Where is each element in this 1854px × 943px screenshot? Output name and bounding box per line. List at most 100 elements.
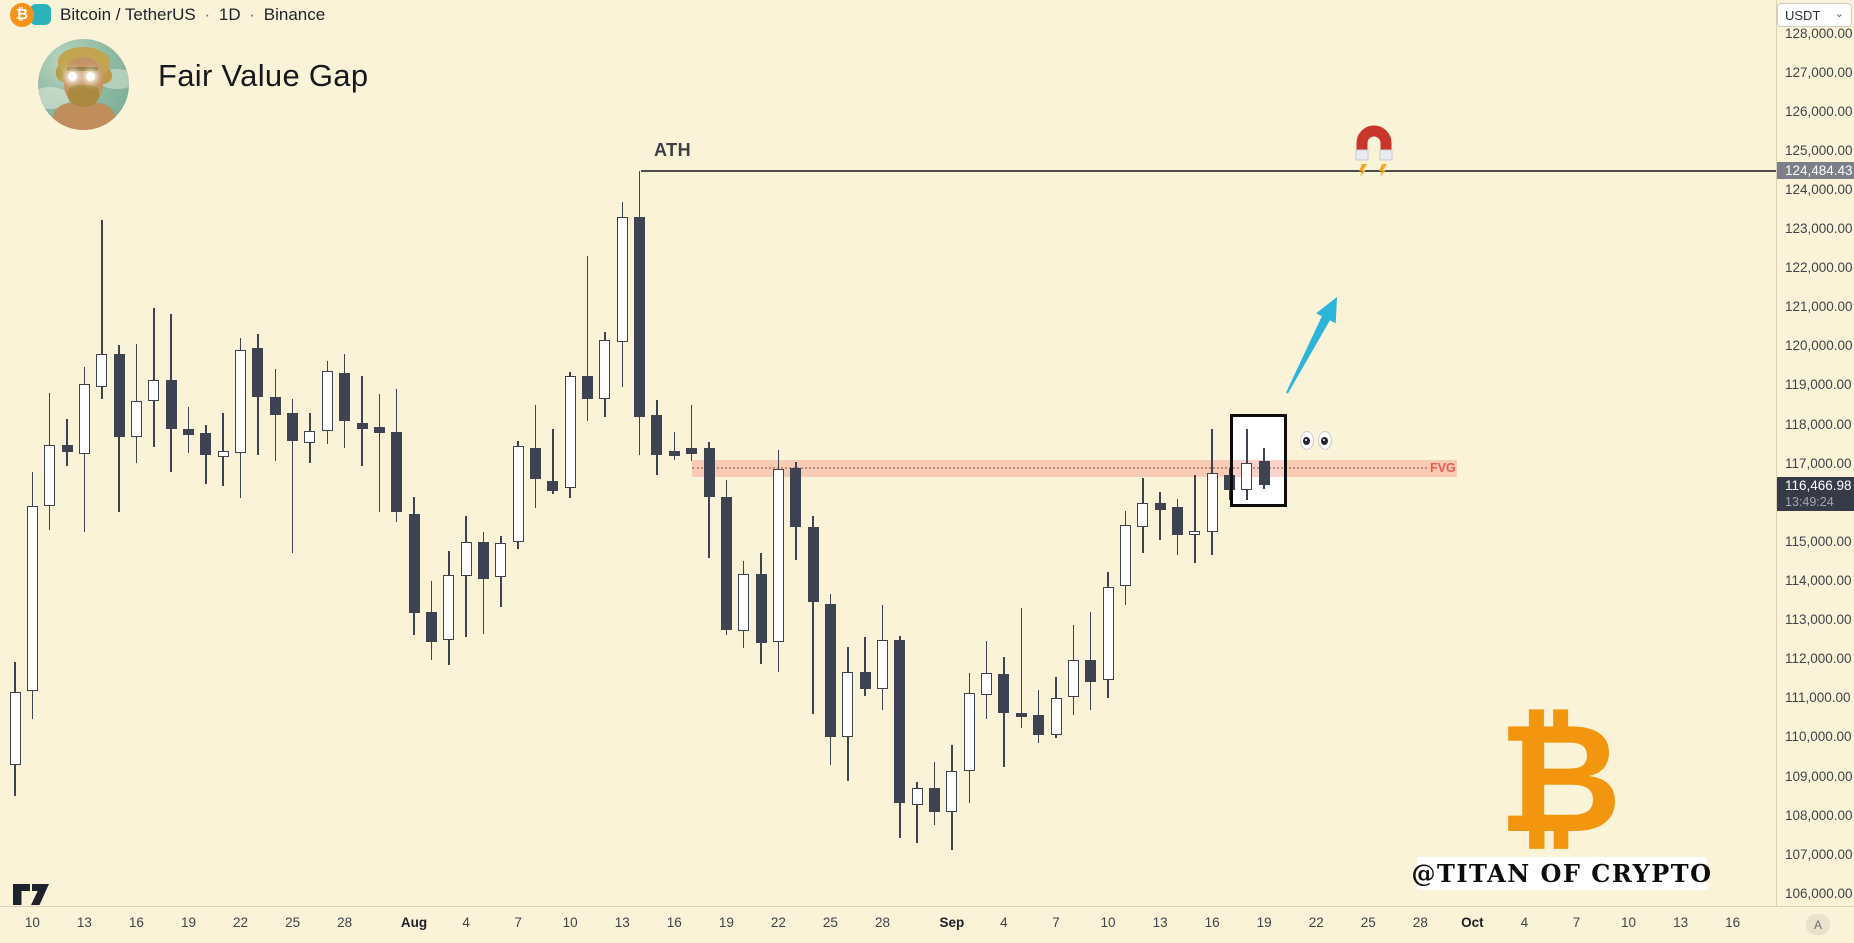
currency-dropdown[interactable]: USDT ⌄ (1777, 3, 1852, 27)
candle-wick (482, 532, 485, 634)
chevron-down-icon: ⌄ (1834, 7, 1844, 20)
candle-aug-3 (443, 575, 455, 641)
candle-jul-13 (78, 383, 90, 454)
candle-aug-11 (582, 375, 594, 400)
ath-price-axis-label: 124,484.43 (1777, 162, 1854, 179)
price-tick: 123,000.00 (1785, 221, 1853, 237)
candle-wick (673, 432, 676, 460)
candle-aug-5 (477, 541, 489, 580)
time-tick: 25 (1360, 915, 1376, 930)
magnet-emoji[interactable] (1350, 117, 1398, 179)
fvg-midline (692, 467, 1427, 469)
tether-icon (30, 4, 51, 25)
candle-aug-29 (894, 640, 906, 804)
candle-sep-2 (963, 693, 975, 772)
tradingview-logo[interactable] (13, 884, 51, 906)
time-tick: 22 (233, 915, 249, 930)
candle-sep-15 (1189, 530, 1201, 535)
ath-line[interactable] (641, 170, 1776, 172)
time-tick: 19 (180, 915, 197, 930)
symbol-interval: 1D (218, 5, 241, 24)
time-tick: 13 (1673, 915, 1689, 930)
time-tick: 10 (562, 915, 578, 930)
price-axis[interactable]: 128,000.00 127,000.00 126,000.00 125,000.00… (1776, 0, 1854, 943)
candle-wick (916, 781, 918, 844)
symbol-header[interactable]: ₿ Bitcoin / TetherUS · 1D · Binance (10, 2, 325, 28)
chart-canvas[interactable]: ATH FVG (0, 0, 1776, 906)
candle-wick (708, 442, 710, 558)
price-tick: 115,000.00 (1785, 533, 1852, 549)
author-handle-strip: @TITAN OF CRYPTO (1411, 857, 1711, 890)
candle-jul-26 (304, 430, 316, 443)
time-tick: 13 (1152, 915, 1168, 930)
time-tick: 28 (874, 915, 891, 930)
price-tick: 106,000.00 (1785, 885, 1853, 901)
candle-aug-15 (651, 415, 663, 455)
candle-aug-19 (720, 496, 732, 630)
candle-wick (378, 394, 381, 512)
time-tick: 19 (1256, 915, 1272, 930)
page-title: Fair Value Gap (158, 58, 369, 93)
candle-aug-20 (738, 574, 750, 631)
bar-countdown: 13:49:24 (1785, 494, 1834, 509)
candle-sep-8 (1067, 660, 1079, 697)
candle-jul-14 (96, 353, 108, 388)
candle-sep-9 (1085, 660, 1097, 682)
time-tick: 10 (1100, 915, 1116, 930)
time-tick: 25 (285, 915, 301, 930)
price-tick: 114,000.00 (1785, 573, 1852, 589)
last-price-axis-label: 116,466.98 13:49:24 (1777, 476, 1854, 511)
time-tick: 4 (462, 915, 470, 930)
time-tick: 13 (76, 915, 92, 930)
symbol-exchange: Binance (263, 5, 326, 24)
time-tick: 16 (1204, 915, 1220, 930)
eye-left-icon (1300, 431, 1314, 450)
time-tick: 22 (770, 915, 786, 930)
up-arrow-drawing[interactable] (1280, 290, 1350, 400)
price-tick: 118,000.00 (1785, 416, 1852, 432)
auto-scale-badge[interactable]: A (1806, 914, 1830, 935)
candle-aug-22 (772, 469, 784, 642)
candle-sep-4 (998, 674, 1010, 714)
time-tick: 13 (614, 915, 630, 930)
price-tick: 113,000.00 (1785, 612, 1852, 628)
time-tick: Oct (1461, 915, 1484, 930)
candle-wick (1159, 491, 1161, 540)
time-tick: 22 (1308, 915, 1324, 930)
candle-aug-27 (859, 672, 871, 689)
candle-jul-28 (339, 372, 351, 422)
candle-jul-18 (165, 379, 177, 429)
candle-jul-19 (183, 428, 194, 435)
candle-aug-25 (824, 603, 836, 737)
bitcoin-icon: ₿ (10, 3, 34, 27)
price-tick: 112,000.00 (1785, 651, 1852, 667)
candle-sep-12 (1137, 503, 1149, 527)
time-axis[interactable]: 10 13 16 19 22 25 28 Aug 4 7 10 13 16 19 22 25 28 Sep 4 7 10… (0, 906, 1854, 943)
candle-aug-4 (460, 541, 472, 576)
highlight-box[interactable] (1230, 414, 1287, 508)
eyes-emoji[interactable] (1300, 431, 1332, 450)
candle-sep-10 (1102, 586, 1114, 680)
candles-layer (9, 171, 1270, 851)
candle-wick (812, 515, 814, 714)
candle-aug-8 (530, 447, 541, 480)
candle-wick (361, 375, 363, 467)
candle-sep-6 (1033, 715, 1045, 736)
candle-sep-7 (1050, 698, 1062, 736)
candle-aug-24 (807, 527, 819, 603)
candle-jul-12 (61, 444, 73, 452)
candle-jul-25 (287, 413, 299, 441)
candle-jul-31 (391, 432, 403, 512)
candle-aug-7 (512, 446, 524, 542)
time-tick: Sep (939, 915, 965, 930)
candle-jul-22 (235, 349, 247, 453)
candle-wick (1020, 608, 1023, 729)
candle-aug-26 (842, 672, 854, 737)
candle-jul-20 (200, 432, 212, 455)
time-tick: 7 (514, 915, 522, 930)
candle-aug-1 (408, 513, 420, 613)
time-tick: Aug (400, 915, 428, 930)
candle-jul-11 (44, 445, 56, 506)
candle-sep-17 (1224, 475, 1235, 490)
